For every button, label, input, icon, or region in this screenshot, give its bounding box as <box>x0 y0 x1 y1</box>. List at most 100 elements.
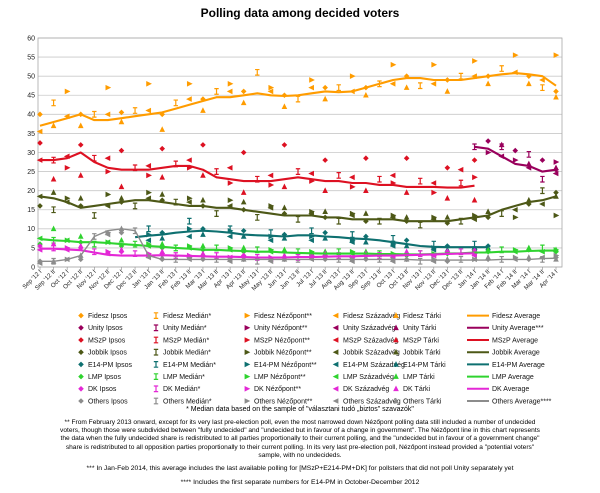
legend-dk-average: DK Average <box>467 386 529 393</box>
series-mszp-szazadveg <box>36 153 464 186</box>
legend-mszp-szazadveg: MSzP Századvég <box>332 337 398 344</box>
series-e14-pm-median <box>146 217 477 248</box>
footnote-nezopont: ** From February 2013 onward, except for… <box>60 419 540 459</box>
legend-e14-pm-median: E14-PM Medián* <box>153 361 216 369</box>
svg-text:DK Medián*: DK Medián* <box>163 386 201 393</box>
legend-mszp-nezopont: MSzP Nézőpont** <box>244 337 310 344</box>
svg-text:MSzP Average: MSzP Average <box>492 337 538 344</box>
series-others-average <box>40 228 557 262</box>
legend-lmp-average: LMP Average <box>467 374 534 381</box>
legend-dk-nezopont: DK Nézőpont** <box>244 386 301 393</box>
legend-mszp-median: MSzP Medián* <box>153 336 209 344</box>
y-tick-label: 25 <box>27 169 35 176</box>
svg-text:Others Average****: Others Average**** <box>492 398 552 405</box>
y-tick-label: 60 <box>27 35 35 42</box>
legend-fidesz-tarki: Fidesz Tárki <box>393 312 441 320</box>
legend-unity-ipsos: Unity Ipsos <box>78 325 123 332</box>
legend-unity-median: Unity Medián* <box>153 324 207 332</box>
y-tick-label: 55 <box>27 54 35 61</box>
series-dk-average <box>40 247 475 259</box>
svg-text:E14-PM Ipsos: E14-PM Ipsos <box>88 362 132 369</box>
legend-jobbik-ipsos: Jobbik Ipsos <box>78 349 127 357</box>
legend-dk-szazadveg: DK Századvég <box>332 386 389 393</box>
svg-text:LMP Average: LMP Average <box>492 374 534 381</box>
svg-text:Others Századvég: Others Századvég <box>343 398 401 405</box>
legend-e14-pm-ipsos: E14-PM Ipsos <box>78 361 132 369</box>
legend-fidesz-szazadveg: Fidesz Századvég <box>332 312 400 320</box>
svg-text:Unity Nézőpont**: Unity Nézőpont** <box>254 325 308 332</box>
svg-text:Fidesz Századvég: Fidesz Századvég <box>343 313 400 320</box>
chart-title: Polling data among decided voters <box>200 6 400 20</box>
legend-mszp-average: MSzP Average <box>467 337 538 344</box>
svg-text:Others Ipsos: Others Ipsos <box>88 398 128 405</box>
y-tick-label: 5 <box>31 245 35 252</box>
y-tick-label: 35 <box>27 131 35 138</box>
legend-lmp-tarki: LMP Tárki <box>393 373 435 381</box>
svg-text:Unity Ipsos: Unity Ipsos <box>88 325 123 332</box>
svg-text:Unity Tárki: Unity Tárki <box>403 325 437 332</box>
legend-unity-nezopont: Unity Nézőpont** <box>244 325 308 332</box>
legend-others-szazadveg: Others Századvég <box>332 398 401 405</box>
footnote-unity-average: *** In Jan-Feb 2014, this average includ… <box>86 465 514 472</box>
legend-lmp-nezopont: LMP Nézőpont** <box>244 373 306 381</box>
svg-text:DK Nézőpont**: DK Nézőpont** <box>254 386 301 393</box>
legend-mszp-tarki: MSzP Tárki <box>393 336 439 344</box>
y-tick-label: 10 <box>27 226 35 233</box>
legend-unity-average: Unity Average*** <box>467 325 544 332</box>
footnote-others-average: **** Includes the first separate numbers… <box>180 479 420 486</box>
series-jobbik-median <box>51 187 545 229</box>
legend-fidesz-ipsos: Fidesz Ipsos <box>78 312 128 320</box>
series-e14-pm-szazadveg <box>145 233 477 253</box>
svg-text:E14-PM Tárki: E14-PM Tárki <box>403 362 446 369</box>
svg-text:LMP Medián*: LMP Medián* <box>163 374 205 381</box>
legend-lmp-median: LMP Medián* <box>153 373 205 381</box>
legend-jobbik-average: Jobbik Average <box>467 350 540 357</box>
legend-lmp-ipsos: LMP Ipsos <box>78 373 121 381</box>
svg-text:DK Average: DK Average <box>492 386 529 393</box>
svg-text:Unity Average***: Unity Average*** <box>492 325 544 332</box>
svg-text:Unity Medián*: Unity Medián* <box>163 325 207 332</box>
legend-unity-szazadveg: Unity Századvég <box>332 325 396 332</box>
svg-text:Others Medián*: Others Medián* <box>163 398 212 405</box>
legend-fidesz-average: Fidesz Average <box>467 313 540 320</box>
series-mszp-average <box>40 151 475 189</box>
svg-text:LMP Századvég: LMP Századvég <box>343 374 394 381</box>
legend-e14-pm-szazadveg: E14-PM Századvég <box>332 361 405 369</box>
series-fidesz-average <box>39 72 557 127</box>
svg-text:E14-PM Századvég: E14-PM Századvég <box>343 362 405 369</box>
series-unity-average <box>474 145 557 173</box>
svg-text:LMP Tárki: LMP Tárki <box>403 374 435 381</box>
legend-jobbik-tarki: Jobbik Tárki <box>393 348 441 357</box>
y-tick-label: 15 <box>27 207 35 214</box>
legend-jobbik-szazadveg: Jobbik Századvég <box>332 349 400 357</box>
y-tick-label: 45 <box>27 93 35 100</box>
svg-text:Others Tárki: Others Tárki <box>403 398 442 405</box>
legend-lmp-szazadveg: LMP Századvég <box>332 373 394 381</box>
y-tick-label: 40 <box>27 112 35 119</box>
legend-others-nezopont: Others Nézőpont** <box>244 398 313 405</box>
series-unity-ipsos <box>485 138 559 173</box>
legend-others-tarki: Others Tárki <box>393 397 442 405</box>
series-unity-median <box>472 143 545 183</box>
svg-text:Jobbik Average: Jobbik Average <box>492 350 540 357</box>
y-tick-label: 20 <box>27 188 35 195</box>
legend-others-ipsos: Others Ipsos <box>78 398 128 405</box>
series-mszp-tarki <box>50 172 478 203</box>
y-tick-label: 50 <box>27 74 35 81</box>
svg-text:E14-PM Nézőpont**: E14-PM Nézőpont** <box>254 362 317 369</box>
legend-e14-pm-average: E14-PM Average <box>467 362 545 369</box>
legend-others-median: Others Medián* <box>153 397 212 405</box>
y-tick-label: 30 <box>27 150 35 157</box>
series-unity-nezopont <box>485 149 560 165</box>
svg-text:Jobbik Nézőpont**: Jobbik Nézőpont** <box>254 350 312 357</box>
svg-text:MSzP Századvég: MSzP Századvég <box>343 337 398 344</box>
series-others-median <box>51 227 545 265</box>
svg-text:MSzP Tárki: MSzP Tárki <box>403 337 439 344</box>
legend-dk-median: DK Medián* <box>153 385 201 393</box>
y-tick-label: 0 <box>31 264 35 271</box>
svg-text:LMP Ipsos: LMP Ipsos <box>88 374 121 381</box>
svg-text:E14-PM Average: E14-PM Average <box>492 362 545 369</box>
series-fidesz-nezopont <box>64 52 560 95</box>
